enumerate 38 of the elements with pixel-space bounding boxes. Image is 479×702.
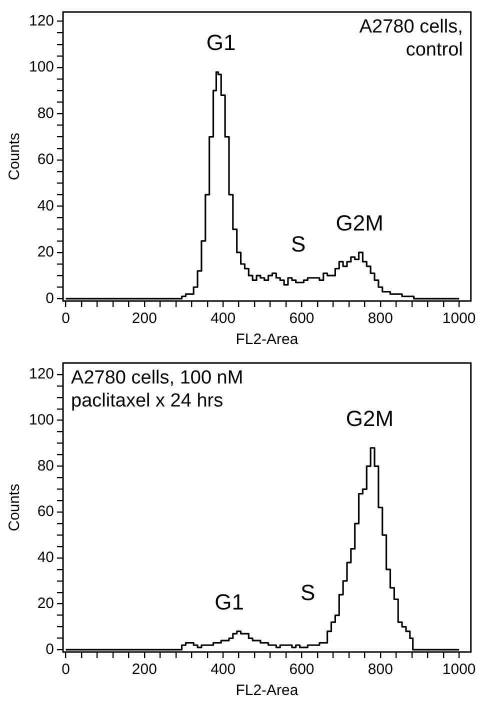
y-tick-label: 20 <box>37 244 54 261</box>
text: A2780 cells, control <box>359 16 463 61</box>
annotation: G2M <box>346 406 394 431</box>
y-tick-label: 0 <box>46 640 54 658</box>
y-tick-label: 120 <box>28 12 54 30</box>
y-tick-label: 100 <box>28 58 54 76</box>
y-tick-label: 40 <box>37 549 54 566</box>
y-tick-label: 60 <box>37 151 54 168</box>
x-axis-title: FL2-Area <box>236 331 299 348</box>
y-tick-label: 120 <box>28 366 54 383</box>
y-tick-label: 20 <box>37 594 54 612</box>
annotation: S <box>291 231 306 256</box>
x-tick-label: 0 <box>62 661 70 678</box>
x-tick-label: 600 <box>289 661 314 678</box>
x-tick-label: 200 <box>132 310 157 328</box>
y-tick-label: 100 <box>28 411 54 428</box>
x-tick-label: 1000 <box>442 310 476 328</box>
y-tick-label: 40 <box>37 197 54 214</box>
annotation: S <box>300 580 316 606</box>
x-axis-title: FL2-Area <box>236 682 299 700</box>
x-tick-label: 800 <box>368 661 393 678</box>
y-tick-label: 0 <box>46 290 54 307</box>
x-tick-label: 200 <box>132 661 157 678</box>
x-tick-label: 400 <box>210 310 236 328</box>
annotation: G2M <box>336 210 384 236</box>
text: A2780 cells, 100 nM paclitaxel x 24 hrs <box>71 368 244 412</box>
y-axis-title: Counts <box>6 132 24 180</box>
x-tick-label: 600 <box>289 310 314 328</box>
y-tick-label: 80 <box>37 457 54 474</box>
x-tick-label: 0 <box>62 310 70 328</box>
annotation: G1 <box>214 589 244 614</box>
x-tick-label: 1000 <box>442 661 476 678</box>
y-tick-label: 80 <box>37 104 54 122</box>
annotation: G1 <box>206 30 236 56</box>
y-axis-title: Counts <box>6 484 24 532</box>
x-tick-label: 400 <box>210 661 236 678</box>
y-tick-label: 60 <box>37 503 54 520</box>
x-tick-label: 800 <box>368 310 393 328</box>
